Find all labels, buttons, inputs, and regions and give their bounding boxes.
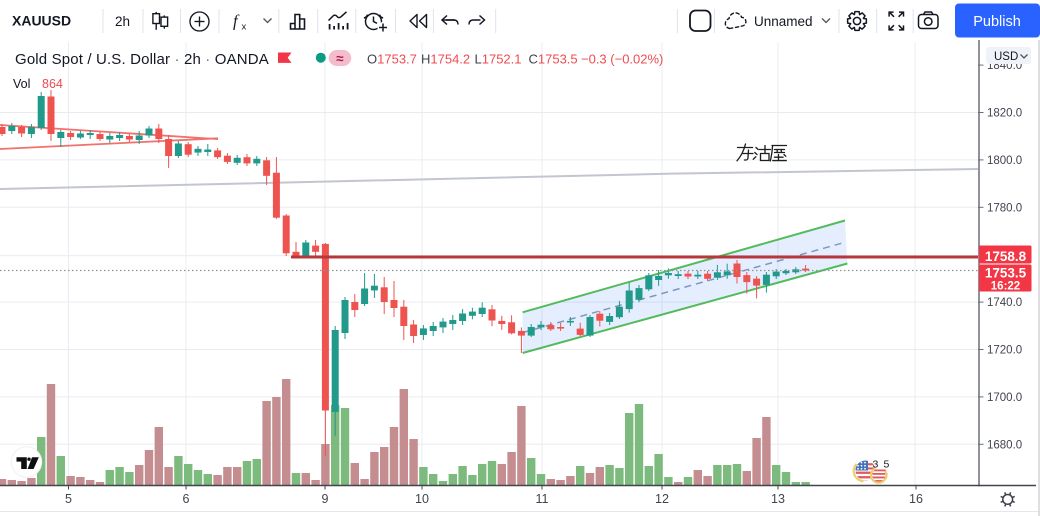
svg-text:1680.0: 1680.0	[987, 439, 1022, 451]
svg-text:Gold Spot / U.S. Dollar · 2h ·: Gold Spot / U.S. Dollar · 2h · OANDA	[15, 51, 269, 68]
svg-text:2h: 2h	[115, 14, 130, 29]
svg-text:≈: ≈	[336, 51, 344, 66]
svg-text:6: 6	[183, 492, 190, 506]
svg-text:1800.0: 1800.0	[987, 155, 1022, 167]
svg-text:Publish: Publish	[973, 14, 1021, 30]
svg-text:1720.0: 1720.0	[987, 345, 1022, 357]
svg-text:1780.0: 1780.0	[987, 202, 1022, 214]
svg-text:864: 864	[42, 77, 63, 91]
svg-text:O1753.7: O1753.7	[367, 52, 417, 67]
svg-text:5: 5	[884, 459, 890, 471]
svg-text:5: 5	[65, 492, 72, 506]
svg-text:12: 12	[655, 492, 669, 506]
svg-text:16:22: 16:22	[991, 281, 1020, 293]
svg-text:1740.0: 1740.0	[987, 297, 1022, 309]
svg-text:10: 10	[415, 492, 429, 506]
svg-text:−0.3 (−0.02%): −0.3 (−0.02%)	[581, 52, 663, 67]
svg-text:1758.8: 1758.8	[985, 249, 1027, 264]
svg-text:1753.5: 1753.5	[985, 266, 1027, 281]
svg-text:C1753.5: C1753.5	[529, 52, 578, 67]
svg-text:3: 3	[873, 459, 879, 471]
svg-text:x: x	[242, 22, 247, 33]
svg-text:USD: USD	[994, 51, 1018, 63]
svg-text:16: 16	[909, 492, 923, 506]
svg-text:H1754.2: H1754.2	[421, 52, 470, 67]
svg-text:XAUUSD: XAUUSD	[12, 13, 71, 29]
svg-text:9: 9	[322, 492, 329, 506]
svg-text:1700.0: 1700.0	[987, 392, 1022, 404]
svg-text:Unnamed: Unnamed	[754, 14, 813, 29]
svg-text:1820.0: 1820.0	[987, 108, 1022, 120]
svg-text:13: 13	[771, 492, 785, 506]
svg-text:Vol: Vol	[13, 77, 30, 91]
svg-text:11: 11	[536, 492, 549, 506]
svg-text:L1752.1: L1752.1	[475, 52, 522, 67]
svg-text:f: f	[233, 12, 240, 31]
